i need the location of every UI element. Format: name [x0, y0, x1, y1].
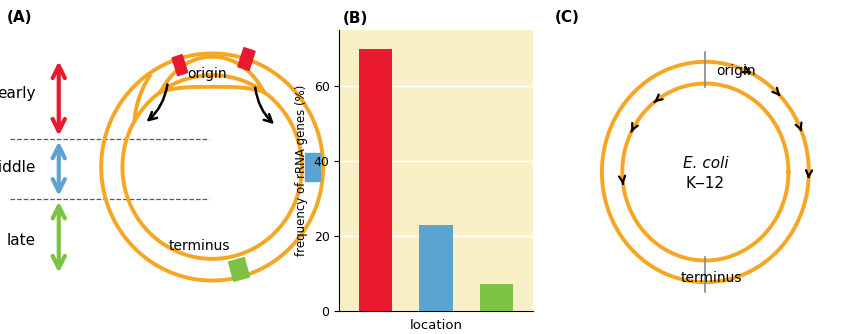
Text: early: early: [0, 86, 36, 101]
Text: late: late: [7, 233, 36, 248]
Polygon shape: [238, 48, 255, 70]
Text: origin: origin: [716, 63, 756, 77]
Text: origin: origin: [187, 67, 227, 81]
Text: E. coli: E. coli: [683, 156, 728, 171]
Text: K‒12: K‒12: [685, 176, 725, 191]
Polygon shape: [172, 55, 187, 76]
Polygon shape: [305, 153, 320, 181]
Polygon shape: [228, 258, 249, 281]
Text: (B): (B): [343, 11, 368, 26]
X-axis label: location
on genome: location on genome: [399, 319, 473, 334]
Text: terminus: terminus: [168, 239, 230, 254]
Bar: [419, 224, 453, 311]
Y-axis label: frequency of rRNA genes (%): frequency of rRNA genes (%): [295, 85, 308, 256]
Text: terminus: terminus: [681, 271, 742, 285]
Bar: [479, 285, 513, 311]
Text: middle: middle: [0, 160, 36, 174]
Text: (A): (A): [7, 10, 32, 25]
Text: (C): (C): [555, 10, 580, 25]
Bar: [359, 49, 393, 311]
